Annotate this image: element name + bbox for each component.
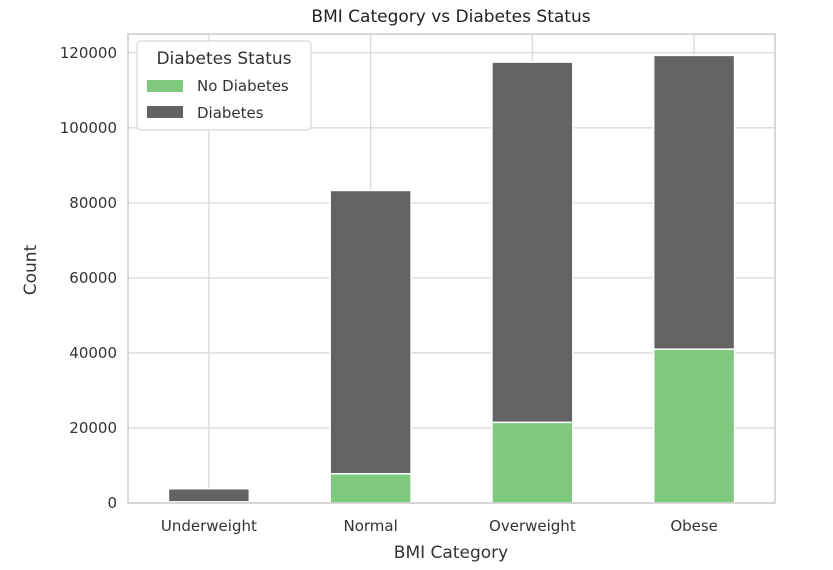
x-tick-label: Overweight [489, 517, 576, 535]
bar-diabetes-overweight [491, 61, 574, 424]
x-tick-labels: Underweight Normal Overweight Obese [161, 517, 718, 535]
y-axis-label: Count [21, 244, 41, 295]
bar-no-diabetes-overweight [491, 421, 574, 504]
bar-diabetes-normal [329, 189, 412, 475]
chart-title: BMI Category vs Diabetes Status [311, 7, 590, 27]
legend-label-no-diabetes: No Diabetes [197, 77, 289, 95]
y-tick-label: 0 [107, 494, 117, 512]
legend-label-diabetes: Diabetes [197, 104, 264, 122]
y-tick-label: 40000 [69, 344, 117, 362]
bar-no-diabetes-obese [652, 348, 736, 504]
legend-title: Diabetes Status [156, 49, 291, 69]
y-tick-label: 120000 [60, 44, 117, 62]
x-tick-label: Underweight [161, 517, 257, 535]
legend: Diabetes Status No Diabetes Diabetes [136, 40, 312, 131]
bar-no-diabetes-normal [329, 472, 412, 504]
bar-diabetes-obese [652, 54, 736, 350]
plot-frame [127, 33, 776, 504]
legend-swatch-diabetes [147, 106, 183, 118]
bar-diabetes-underweight [167, 487, 251, 503]
bars [167, 54, 736, 504]
y-tick-label: 100000 [60, 119, 117, 137]
y-tick-label: 60000 [69, 269, 117, 287]
y-tick-labels: 0 20000 40000 60000 80000 100000 120000 [60, 44, 117, 512]
legend-swatch-no-diabetes [147, 80, 183, 92]
x-axis-label: BMI Category [394, 543, 508, 563]
y-tick-label: 80000 [69, 194, 117, 212]
x-tick-label: Normal [343, 517, 397, 535]
y-tick-label: 20000 [69, 419, 117, 437]
x-tick-label: Obese [670, 517, 718, 535]
